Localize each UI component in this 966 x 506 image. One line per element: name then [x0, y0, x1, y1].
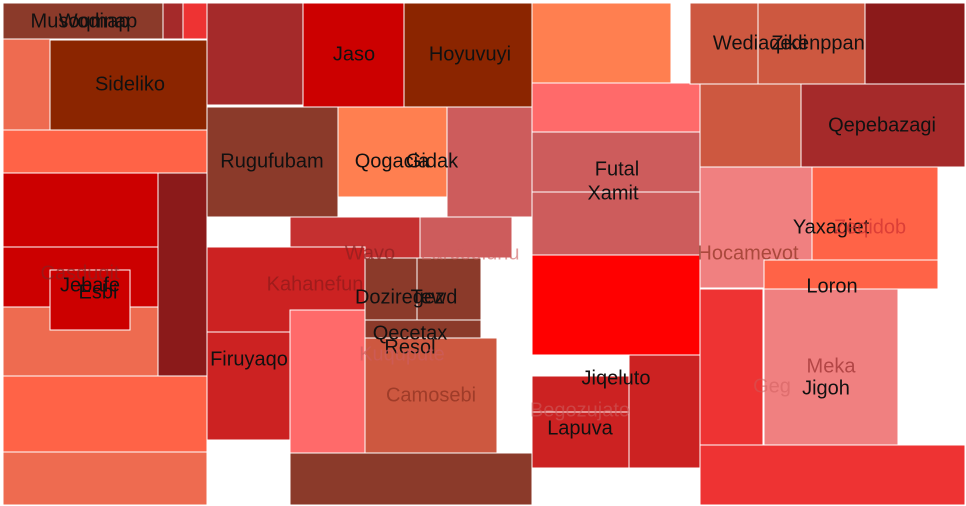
treemap-cell — [864, 2, 966, 85]
treemap-cell — [531, 411, 630, 469]
treemap-cell — [763, 288, 899, 446]
treemap-cell-label: Lapuva — [547, 417, 613, 439]
treemap-cell-label: Camosebi — [386, 384, 476, 406]
treemap-cell-label: Geg — [753, 375, 791, 397]
treemap-cell — [49, 269, 131, 331]
treemap-cell-label: Wavo — [345, 242, 395, 264]
treemap-cell — [531, 82, 701, 133]
treemap-cell-label: Wediaqedi — [713, 32, 807, 54]
treemap-cell-label: Hoyuvuyi — [429, 43, 511, 65]
treemap-cell — [403, 2, 533, 108]
treemap-cell — [699, 288, 764, 446]
treemap-cell-label: Jigoh — [802, 377, 850, 399]
treemap-cell — [531, 131, 701, 193]
treemap-cell — [337, 106, 448, 198]
treemap-cell-label: Jebafe — [60, 274, 120, 296]
treemap-cell — [2, 129, 208, 174]
treemap-cell — [2, 375, 208, 453]
treemap-cell-label: Meka — [807, 355, 857, 377]
treemap-cell-label: Esbi — [79, 281, 118, 303]
treemap-cell — [531, 191, 701, 256]
treemap-cell — [531, 254, 701, 356]
treemap-cell — [206, 106, 339, 218]
treemap-cell — [162, 2, 184, 40]
treemap-cell — [689, 2, 759, 85]
treemap-cell — [2, 451, 208, 506]
treemap-cell-label: Zeqidob — [834, 216, 906, 238]
treemap-cell-label: Gidak — [406, 150, 459, 172]
treemap-cell — [446, 106, 533, 218]
treemap-cell — [289, 309, 366, 454]
treemap-cell — [800, 83, 966, 168]
treemap-cell-label: Firuyaqo — [210, 348, 288, 370]
treemap-cell-label: Kahanefun — [267, 273, 364, 295]
treemap-cell — [206, 2, 304, 106]
treemap-cell-label: Loron — [806, 275, 857, 297]
treemap-cell — [2, 2, 164, 40]
treemap-cell-label: Wodinap — [59, 10, 138, 32]
treemap-cell — [302, 2, 405, 108]
treemap-cell — [206, 331, 291, 441]
treemap-cell — [182, 2, 208, 40]
treemap-cell-label: Qepebazagi — [828, 114, 936, 136]
treemap-cell — [157, 172, 208, 377]
treemap-cell-label: Doziregez — [355, 286, 445, 308]
treemap-cell-label: Jiqeluto — [582, 367, 651, 389]
treemap-cell — [628, 354, 701, 469]
treemap-cell-label: Qogacia — [355, 150, 430, 172]
treemap-cell-label: Jaso — [333, 43, 375, 65]
treemap-cell-label: Yaxagiet — [793, 216, 870, 238]
treemap-cell-label: Tewd — [411, 286, 458, 308]
treemap-cell — [531, 2, 672, 84]
treemap-cell-label: Resol — [384, 336, 435, 358]
treemap-cell — [289, 452, 533, 506]
treemap-cell-label: Hocamevot — [697, 242, 799, 264]
treemap-cell — [419, 216, 513, 259]
treemap-cell-label: Zikenppan — [771, 32, 864, 54]
treemap-cell — [2, 172, 159, 248]
treemap-cell-label: Xamit — [587, 182, 639, 204]
treemap-cell — [699, 444, 966, 506]
treemap-cell — [364, 337, 498, 454]
treemap-cell-label: Kuqupute — [359, 343, 445, 365]
treemap-cell-label: Rugufubam — [220, 150, 323, 172]
treemap-cell-label: Sideliko — [95, 73, 165, 95]
treemap-cell — [763, 259, 939, 290]
treemap-cell-label: Casduqit — [41, 262, 120, 284]
treemap-cell-label: Musoqmap — [31, 10, 130, 32]
treemap-cell-label: Begozujato — [530, 399, 630, 421]
treemap-cell-label: Laroselunu — [421, 242, 520, 264]
treemap-cell-label: Qecetax — [373, 322, 447, 344]
treemap-cell-label: Futal — [595, 158, 639, 180]
